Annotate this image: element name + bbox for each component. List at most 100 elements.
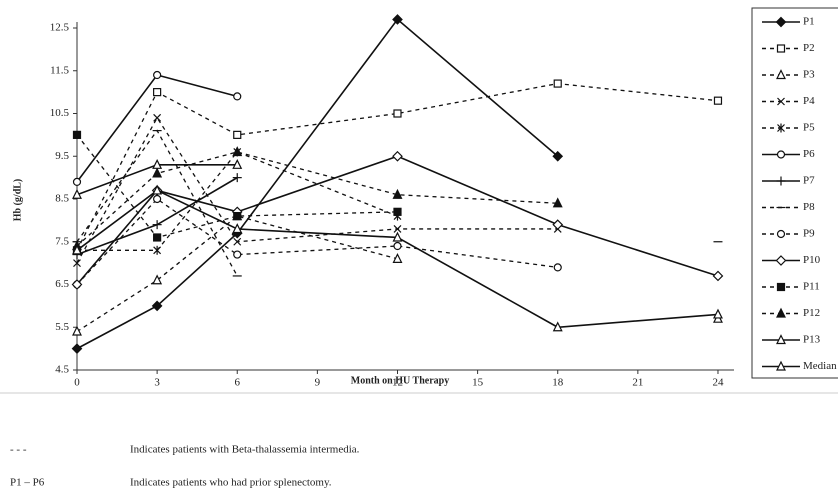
legend-label: P10 [803, 254, 821, 266]
legend-label: P4 [803, 95, 815, 107]
legend-label: P1 [803, 16, 815, 28]
marker [154, 89, 161, 96]
marker [234, 131, 241, 138]
marker-shape [553, 220, 562, 229]
marker-shape [153, 169, 161, 177]
x-tick-label: 24 [712, 377, 724, 389]
y-tick-label: 12.5 [50, 22, 70, 34]
marker [778, 45, 785, 52]
legend-label: P5 [803, 122, 815, 134]
marker [154, 114, 161, 121]
marker-shape [154, 196, 161, 203]
marker-shape [394, 110, 401, 117]
legend-label: P9 [803, 228, 815, 240]
marker-shape [778, 45, 785, 52]
marker [154, 72, 161, 79]
marker [234, 251, 241, 258]
marker-shape [73, 344, 82, 353]
note-symbol: - - - [10, 444, 27, 456]
marker [153, 169, 161, 177]
marker [153, 220, 162, 229]
marker [394, 110, 401, 117]
marker [554, 80, 561, 87]
marker-shape [778, 151, 785, 158]
x-tick-label: 21 [632, 377, 643, 389]
marker-shape [74, 131, 81, 138]
marker [233, 173, 242, 182]
legend-label: P6 [803, 148, 815, 160]
marker [154, 234, 161, 241]
x-tick-label: 9 [315, 377, 321, 389]
marker [778, 151, 785, 158]
chart: Month on HU Therapy Hb (g/dL) - - - Indi… [0, 0, 838, 493]
x-tick-label: 3 [154, 377, 160, 389]
marker [778, 231, 785, 238]
series-line [77, 84, 718, 251]
marker-shape [554, 80, 561, 87]
marker-shape [714, 97, 721, 104]
marker [234, 93, 241, 100]
marker [154, 196, 161, 203]
legend-label: P3 [803, 69, 815, 81]
x-tick-label: 15 [472, 377, 484, 389]
marker-shape [73, 327, 81, 335]
x-tick-label: 18 [552, 377, 564, 389]
note-text: Indicates patients who had prior splenec… [130, 477, 332, 489]
y-tick-label: 8.5 [55, 193, 69, 205]
legend-label: Median [803, 360, 837, 372]
marker-shape [74, 178, 81, 185]
marker [73, 344, 82, 353]
marker [553, 220, 562, 229]
marker [394, 243, 401, 250]
marker [393, 152, 402, 161]
marker [554, 264, 561, 271]
x-tick-label: 6 [234, 377, 240, 389]
marker-shape [778, 231, 785, 238]
y-tick-label: 5.5 [55, 321, 69, 333]
y-tick-label: 11.5 [50, 64, 69, 76]
series-line [77, 118, 558, 263]
y-tick-label: 4.5 [55, 364, 69, 376]
marker-shape [234, 213, 241, 220]
marker [778, 284, 785, 291]
note-text: Indicates patients with Beta-thalassemia… [130, 444, 360, 456]
legend-label: P12 [803, 307, 820, 319]
y-tick-label: 7.5 [55, 235, 69, 247]
note-symbol: P1 – P6 [10, 477, 45, 489]
marker [234, 213, 241, 220]
legend-label: P8 [803, 201, 815, 213]
legend-label: P13 [803, 334, 821, 346]
marker-shape [234, 251, 241, 258]
x-tick-label: 0 [74, 377, 80, 389]
marker-shape [154, 234, 161, 241]
marker-shape [154, 89, 161, 96]
marker [154, 246, 161, 255]
marker [394, 208, 401, 215]
marker [153, 276, 161, 284]
marker [73, 327, 81, 335]
marker-shape [154, 72, 161, 79]
y-axis-title: Hb (g/dL) [12, 179, 23, 222]
y-tick-label: 6.5 [55, 278, 69, 290]
marker [714, 97, 721, 104]
x-tick-label: 12 [392, 377, 403, 389]
marker [74, 178, 81, 185]
marker [394, 225, 401, 232]
marker-shape [234, 93, 241, 100]
y-tick-label: 9.5 [55, 150, 69, 162]
marker-shape [394, 208, 401, 215]
legend-box [752, 8, 838, 378]
marker-shape [153, 276, 161, 284]
series-line [77, 199, 558, 285]
marker-shape [394, 243, 401, 250]
marker [713, 271, 722, 280]
y-tick-label: 10.5 [50, 107, 70, 119]
legend-label: P11 [803, 281, 820, 293]
marker [74, 131, 81, 138]
legend-label: P7 [803, 175, 815, 187]
marker-shape [393, 152, 402, 161]
marker-shape [778, 284, 785, 291]
marker-shape [554, 264, 561, 271]
marker-shape [234, 131, 241, 138]
marker [234, 238, 241, 245]
